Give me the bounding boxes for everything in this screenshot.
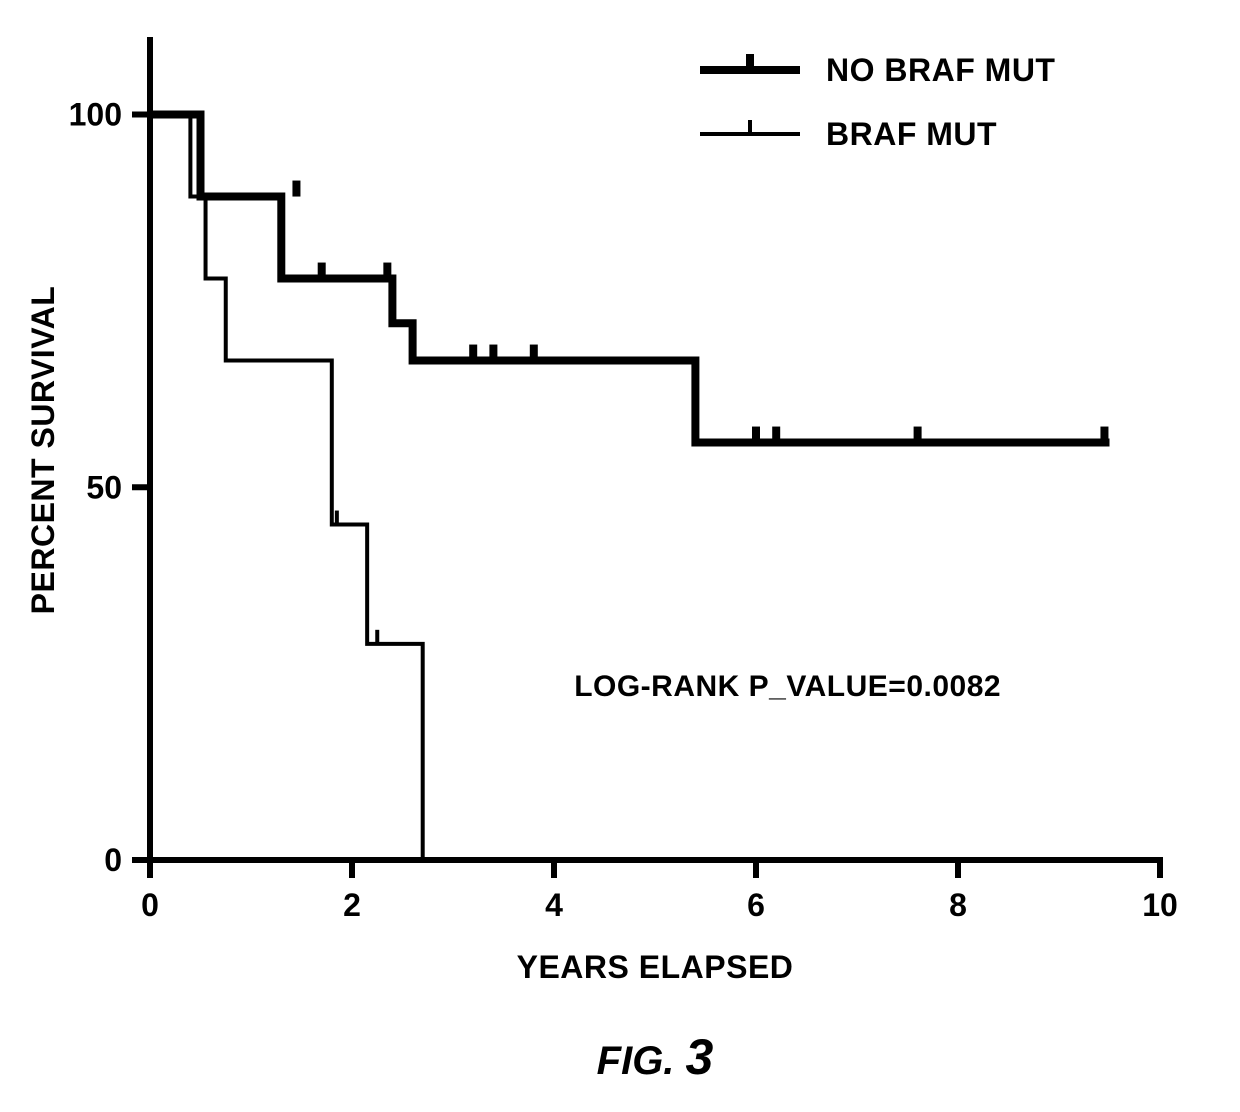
survival-chart: 0246810050100 NO BRAF MUTBRAF MUT YEARS … [0, 0, 1240, 1112]
y-tick-label: 0 [104, 842, 122, 878]
data-series [150, 115, 1110, 860]
figure-caption: FIG. 3 [597, 1029, 714, 1085]
axis-labels: YEARS ELAPSED PERCENT SURVIVAL [25, 286, 793, 985]
legend-label: BRAF MUT [826, 116, 997, 152]
x-tick-label: 8 [949, 887, 967, 923]
axes [150, 40, 1160, 860]
x-tick-label: 6 [747, 887, 765, 923]
y-tick-label: 100 [69, 97, 122, 133]
y-axis-label: PERCENT SURVIVAL [25, 286, 61, 615]
chart-container: { "chart": { "type": "kaplan-meier-line"… [0, 0, 1240, 1112]
y-tick-label: 50 [86, 469, 122, 505]
x-tick-label: 4 [545, 887, 563, 923]
annotation: LOG-RANK P_VALUE=0.0082 [574, 670, 1001, 703]
x-tick-label: 10 [1142, 887, 1178, 923]
legend: NO BRAF MUT BRAF MUT [700, 52, 1055, 152]
x-axis-label: YEARS ELAPSED [517, 949, 794, 985]
axis-frame [150, 40, 1160, 860]
axis-ticks: 0246810050100 [69, 97, 1178, 923]
series-1 [150, 115, 423, 860]
figure-caption-text: FIG. 3 [597, 1029, 714, 1085]
censor-ticks [296, 181, 1104, 644]
x-tick-label: 2 [343, 887, 361, 923]
legend-label: NO BRAF MUT [826, 52, 1055, 88]
p-value-annotation: LOG-RANK P_VALUE=0.0082 [574, 670, 1001, 703]
x-tick-label: 0 [141, 887, 159, 923]
series-0 [150, 115, 1110, 443]
